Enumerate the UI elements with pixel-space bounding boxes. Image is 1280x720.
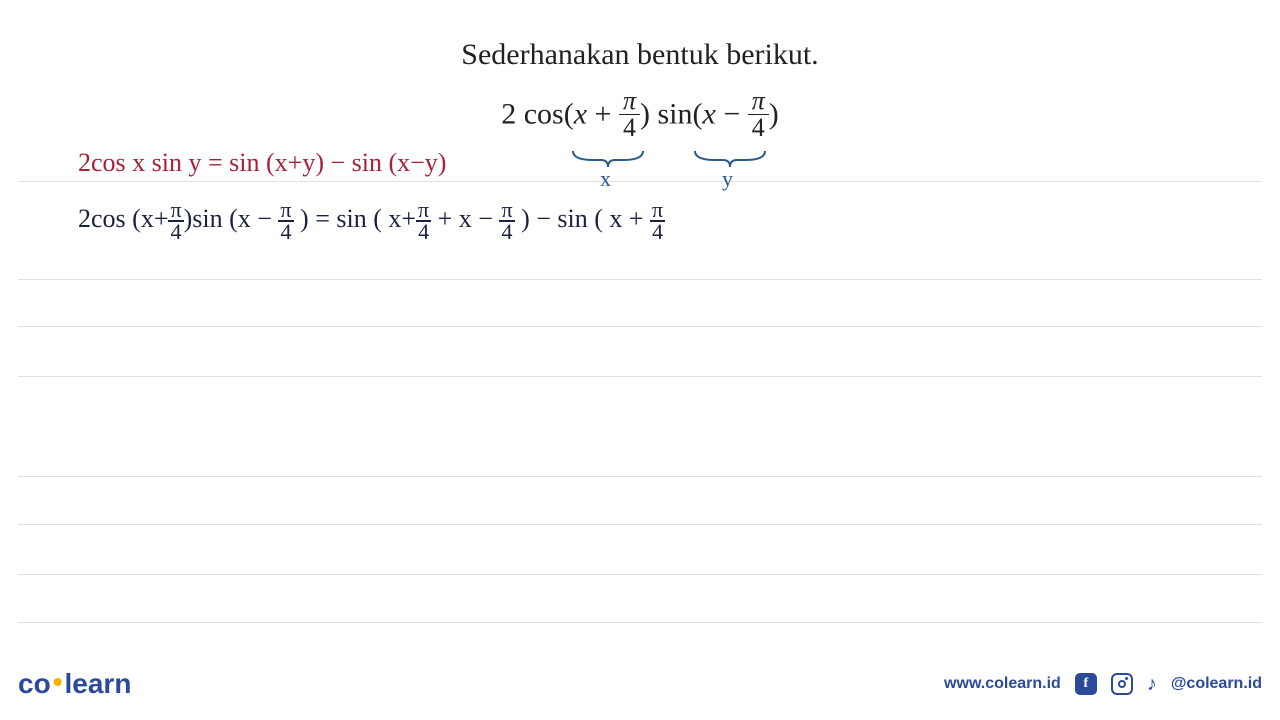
hw-part4: + x − <box>431 204 499 233</box>
formula-mid: ) sin( <box>640 97 703 130</box>
ruled-line <box>18 181 1262 182</box>
hw-frac: π4 <box>168 200 183 242</box>
hw-frac: π4 <box>278 200 293 242</box>
instagram-icon <box>1111 673 1133 695</box>
page: Sederhanakan bentuk berikut. 2 cos(x + π… <box>0 0 1280 720</box>
ruled-line <box>18 476 1262 477</box>
formula-frac1: π4 <box>619 88 640 141</box>
facebook-icon: f <box>1075 673 1097 695</box>
frac-den: 4 <box>619 115 640 141</box>
footer-right: www.colearn.id f ♪ @colearn.id <box>944 673 1262 696</box>
ruled-line <box>18 622 1262 623</box>
underbrace-x-label: x <box>600 166 611 192</box>
ruled-line <box>18 376 1262 377</box>
page-title: Sederhanakan bentuk berikut. <box>0 38 1280 72</box>
hw-frac: π4 <box>499 200 514 242</box>
underbrace-y-label: y <box>722 166 733 192</box>
hw-four: 4 <box>278 222 293 242</box>
ruled-line <box>18 326 1262 327</box>
formula-frac2: π4 <box>748 88 769 141</box>
tiktok-icon: ♪ <box>1147 673 1157 696</box>
brand-logo: co•learn <box>18 668 131 700</box>
hw-four: 4 <box>168 222 183 242</box>
hw-four: 4 <box>499 222 514 242</box>
hw-part2: )sin (x − <box>184 204 279 233</box>
frac-den: 4 <box>748 115 769 141</box>
frac-num: π <box>748 88 769 115</box>
hw-part5: ) − sin ( x + <box>515 204 650 233</box>
formula-suffix: ) <box>769 97 779 130</box>
hw-frac: π4 <box>416 200 431 242</box>
footer: co•learn www.colearn.id f ♪ @colearn.id <box>18 668 1262 700</box>
printed-formula: 2 cos(x + π4) sin(x − π4) <box>0 90 1280 143</box>
formula-var2: x <box>702 97 715 130</box>
footer-handle: @colearn.id <box>1171 675 1262 693</box>
handwriting-working: 2cos (x+π4)sin (x − π4 ) = sin ( x+π4 + … <box>78 200 665 242</box>
hw-part3: ) = sin ( x+ <box>294 204 416 233</box>
formula-var1: x <box>574 97 587 130</box>
hw-frac: π4 <box>650 200 665 242</box>
logo-learn: learn <box>65 668 132 699</box>
hw-four: 4 <box>416 222 431 242</box>
formula-op2: − <box>723 97 740 130</box>
hw-four: 4 <box>650 222 665 242</box>
ruled-line <box>18 574 1262 575</box>
logo-dot: • <box>51 666 65 697</box>
formula-prefix: 2 cos( <box>501 97 573 130</box>
handwriting-identity: 2cos x sin y = sin (x+y) − sin (x−y) <box>78 148 446 178</box>
footer-url: www.colearn.id <box>944 675 1061 693</box>
formula-op1: + <box>595 97 612 130</box>
hw-part1: 2cos (x+ <box>78 204 168 233</box>
ruled-line <box>18 524 1262 525</box>
frac-num: π <box>619 88 640 115</box>
logo-co: co <box>18 668 51 699</box>
ruled-line <box>18 279 1262 280</box>
